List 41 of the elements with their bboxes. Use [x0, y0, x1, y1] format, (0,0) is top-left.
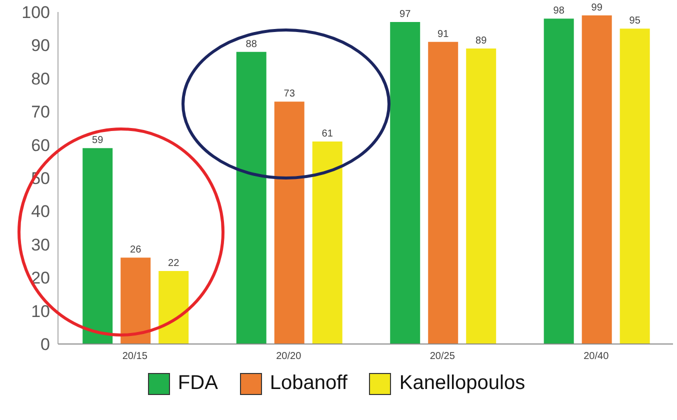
bar	[620, 28, 650, 344]
bar	[544, 18, 574, 344]
data-label: 95	[629, 16, 641, 27]
y-tick-label: 100	[22, 3, 50, 22]
data-label: 59	[92, 135, 104, 146]
data-label: 91	[438, 28, 450, 40]
bar	[82, 148, 113, 344]
data-label: 97	[400, 8, 412, 20]
bar	[274, 102, 304, 344]
legend-label: Lobanoff	[270, 372, 348, 395]
y-tick-label: 90	[31, 36, 50, 56]
x-tick-label: 20/40	[584, 351, 610, 362]
data-label: 99	[591, 2, 603, 14]
bar	[466, 48, 496, 344]
legend-label: Kanellopoulos	[399, 372, 526, 395]
bar	[390, 22, 420, 344]
y-tick-label: 20	[31, 268, 50, 288]
bar	[312, 141, 342, 344]
bar	[428, 42, 458, 344]
data-label: 88	[246, 38, 258, 50]
x-tick-label: 20/25	[430, 351, 456, 362]
data-label: 26	[130, 244, 142, 256]
y-tick-label: 30	[31, 235, 50, 254]
x-tick-label: 20/15	[122, 351, 148, 362]
y-tick-label: 60	[31, 136, 50, 155]
data-label: 61	[322, 128, 334, 140]
data-label: 98	[553, 6, 565, 17]
data-label: 73	[284, 88, 296, 100]
y-tick-label: 70	[31, 102, 50, 122]
x-tick-label: 20/20	[276, 351, 302, 362]
bar	[120, 258, 151, 344]
bar	[236, 52, 266, 344]
legend-label: FDA	[178, 372, 218, 395]
y-tick-label: 80	[31, 69, 50, 88]
y-tick-label: 0	[40, 335, 50, 354]
data-label: 89	[476, 36, 488, 47]
y-tick-label: 10	[31, 302, 50, 321]
data-label: 22	[168, 258, 180, 269]
bar	[158, 270, 189, 344]
y-tick-label: 40	[31, 202, 50, 222]
bar	[582, 15, 612, 344]
